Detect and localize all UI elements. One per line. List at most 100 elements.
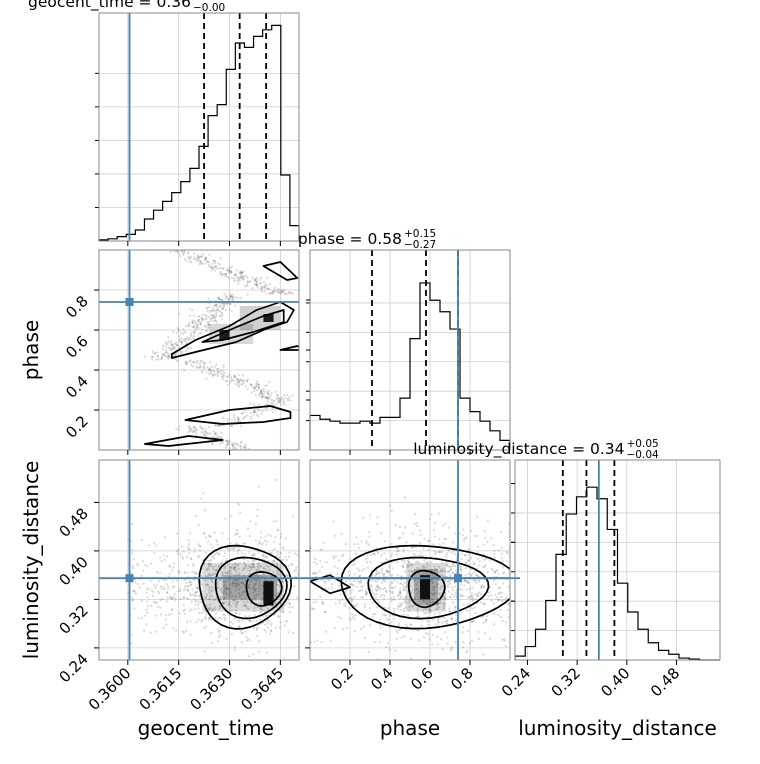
sample-point bbox=[225, 637, 228, 640]
sample-point bbox=[388, 566, 391, 569]
sample-point bbox=[404, 623, 408, 626]
sample-point bbox=[250, 417, 253, 420]
sample-point bbox=[438, 592, 441, 595]
sample-point bbox=[234, 375, 237, 378]
sample-point bbox=[259, 602, 262, 606]
sample-point bbox=[208, 606, 211, 609]
sample-point bbox=[334, 602, 337, 605]
sample-point bbox=[276, 528, 279, 531]
sample-point bbox=[477, 545, 480, 548]
sample-point bbox=[428, 608, 431, 611]
sample-point bbox=[250, 391, 253, 394]
sample-point bbox=[225, 592, 228, 595]
sample-point bbox=[447, 570, 450, 573]
sample-point bbox=[175, 250, 178, 253]
sample-point bbox=[210, 665, 212, 667]
sample-point bbox=[493, 612, 496, 615]
sample-point bbox=[181, 557, 184, 561]
sample-point bbox=[200, 431, 203, 434]
sample-point bbox=[162, 353, 165, 356]
sample-point bbox=[391, 590, 394, 593]
sample-point bbox=[345, 589, 349, 592]
sample-point bbox=[245, 379, 248, 382]
sample-point bbox=[229, 294, 232, 298]
sample-point bbox=[249, 383, 253, 386]
sample-point bbox=[382, 587, 385, 591]
sample-point bbox=[199, 323, 202, 326]
sample-point bbox=[181, 630, 184, 633]
sample-point bbox=[210, 607, 213, 610]
sample-point bbox=[229, 269, 232, 272]
sample-point bbox=[270, 391, 273, 394]
sample-point bbox=[236, 600, 240, 603]
sample-point bbox=[207, 321, 210, 324]
contour-line bbox=[367, 556, 490, 620]
sample-point bbox=[217, 586, 220, 589]
sample-point bbox=[269, 632, 272, 635]
sample-point bbox=[235, 447, 238, 450]
sample-point bbox=[448, 595, 451, 598]
sample-point bbox=[443, 595, 446, 598]
sample-point bbox=[251, 276, 254, 279]
sample-point bbox=[198, 260, 202, 263]
sample-point bbox=[406, 565, 409, 569]
sample-point bbox=[273, 289, 276, 292]
sample-point bbox=[227, 439, 230, 442]
sample-point bbox=[373, 579, 376, 582]
sample-point bbox=[208, 591, 211, 594]
sample-point bbox=[231, 295, 234, 298]
sample-point bbox=[268, 292, 271, 295]
sample-point bbox=[382, 597, 385, 600]
sample-point bbox=[282, 606, 285, 609]
sample-point bbox=[501, 638, 504, 641]
sample-point bbox=[403, 570, 407, 573]
sample-point bbox=[507, 603, 510, 606]
sample-point bbox=[446, 583, 449, 586]
sample-point bbox=[376, 516, 379, 519]
sample-point bbox=[288, 396, 291, 399]
sample-point bbox=[505, 550, 508, 554]
sample-point bbox=[329, 639, 332, 643]
sample-point bbox=[275, 289, 278, 292]
sample-point bbox=[211, 580, 214, 583]
sample-point bbox=[274, 601, 277, 604]
sample-point bbox=[205, 307, 208, 310]
sample-point bbox=[454, 605, 457, 608]
sample-point bbox=[438, 550, 441, 554]
sample-point bbox=[538, 586, 540, 588]
sample-point bbox=[243, 558, 246, 561]
sample-point bbox=[248, 570, 251, 573]
sample-point bbox=[400, 575, 403, 578]
contour-line bbox=[279, 345, 299, 351]
sample-point bbox=[200, 426, 204, 430]
sample-point bbox=[531, 588, 533, 590]
sample-point bbox=[196, 590, 199, 593]
sample-point bbox=[238, 279, 241, 282]
sample-point bbox=[236, 381, 239, 384]
sample-point bbox=[231, 563, 234, 567]
sample-point bbox=[453, 565, 457, 568]
sample-point bbox=[260, 393, 264, 396]
sample-point bbox=[209, 369, 212, 372]
sample-point bbox=[188, 260, 191, 263]
sample-point bbox=[234, 574, 237, 577]
sample-point bbox=[138, 586, 141, 589]
sample-point bbox=[200, 359, 203, 362]
sample-point bbox=[233, 279, 236, 283]
sample-point bbox=[493, 578, 496, 582]
sample-point bbox=[188, 324, 191, 327]
sample-point bbox=[222, 421, 225, 424]
sample-point bbox=[500, 599, 503, 603]
sample-point bbox=[220, 375, 224, 379]
sample-point bbox=[403, 596, 407, 599]
sample-point bbox=[258, 565, 262, 568]
sample-point bbox=[329, 572, 332, 575]
sample-point bbox=[183, 578, 186, 581]
sample-point bbox=[348, 617, 351, 620]
sample-point bbox=[223, 293, 226, 296]
sample-point bbox=[253, 609, 256, 612]
sample-point bbox=[288, 602, 292, 605]
sample-point bbox=[286, 397, 289, 400]
sample-point bbox=[204, 584, 208, 587]
sample-point bbox=[416, 592, 419, 595]
